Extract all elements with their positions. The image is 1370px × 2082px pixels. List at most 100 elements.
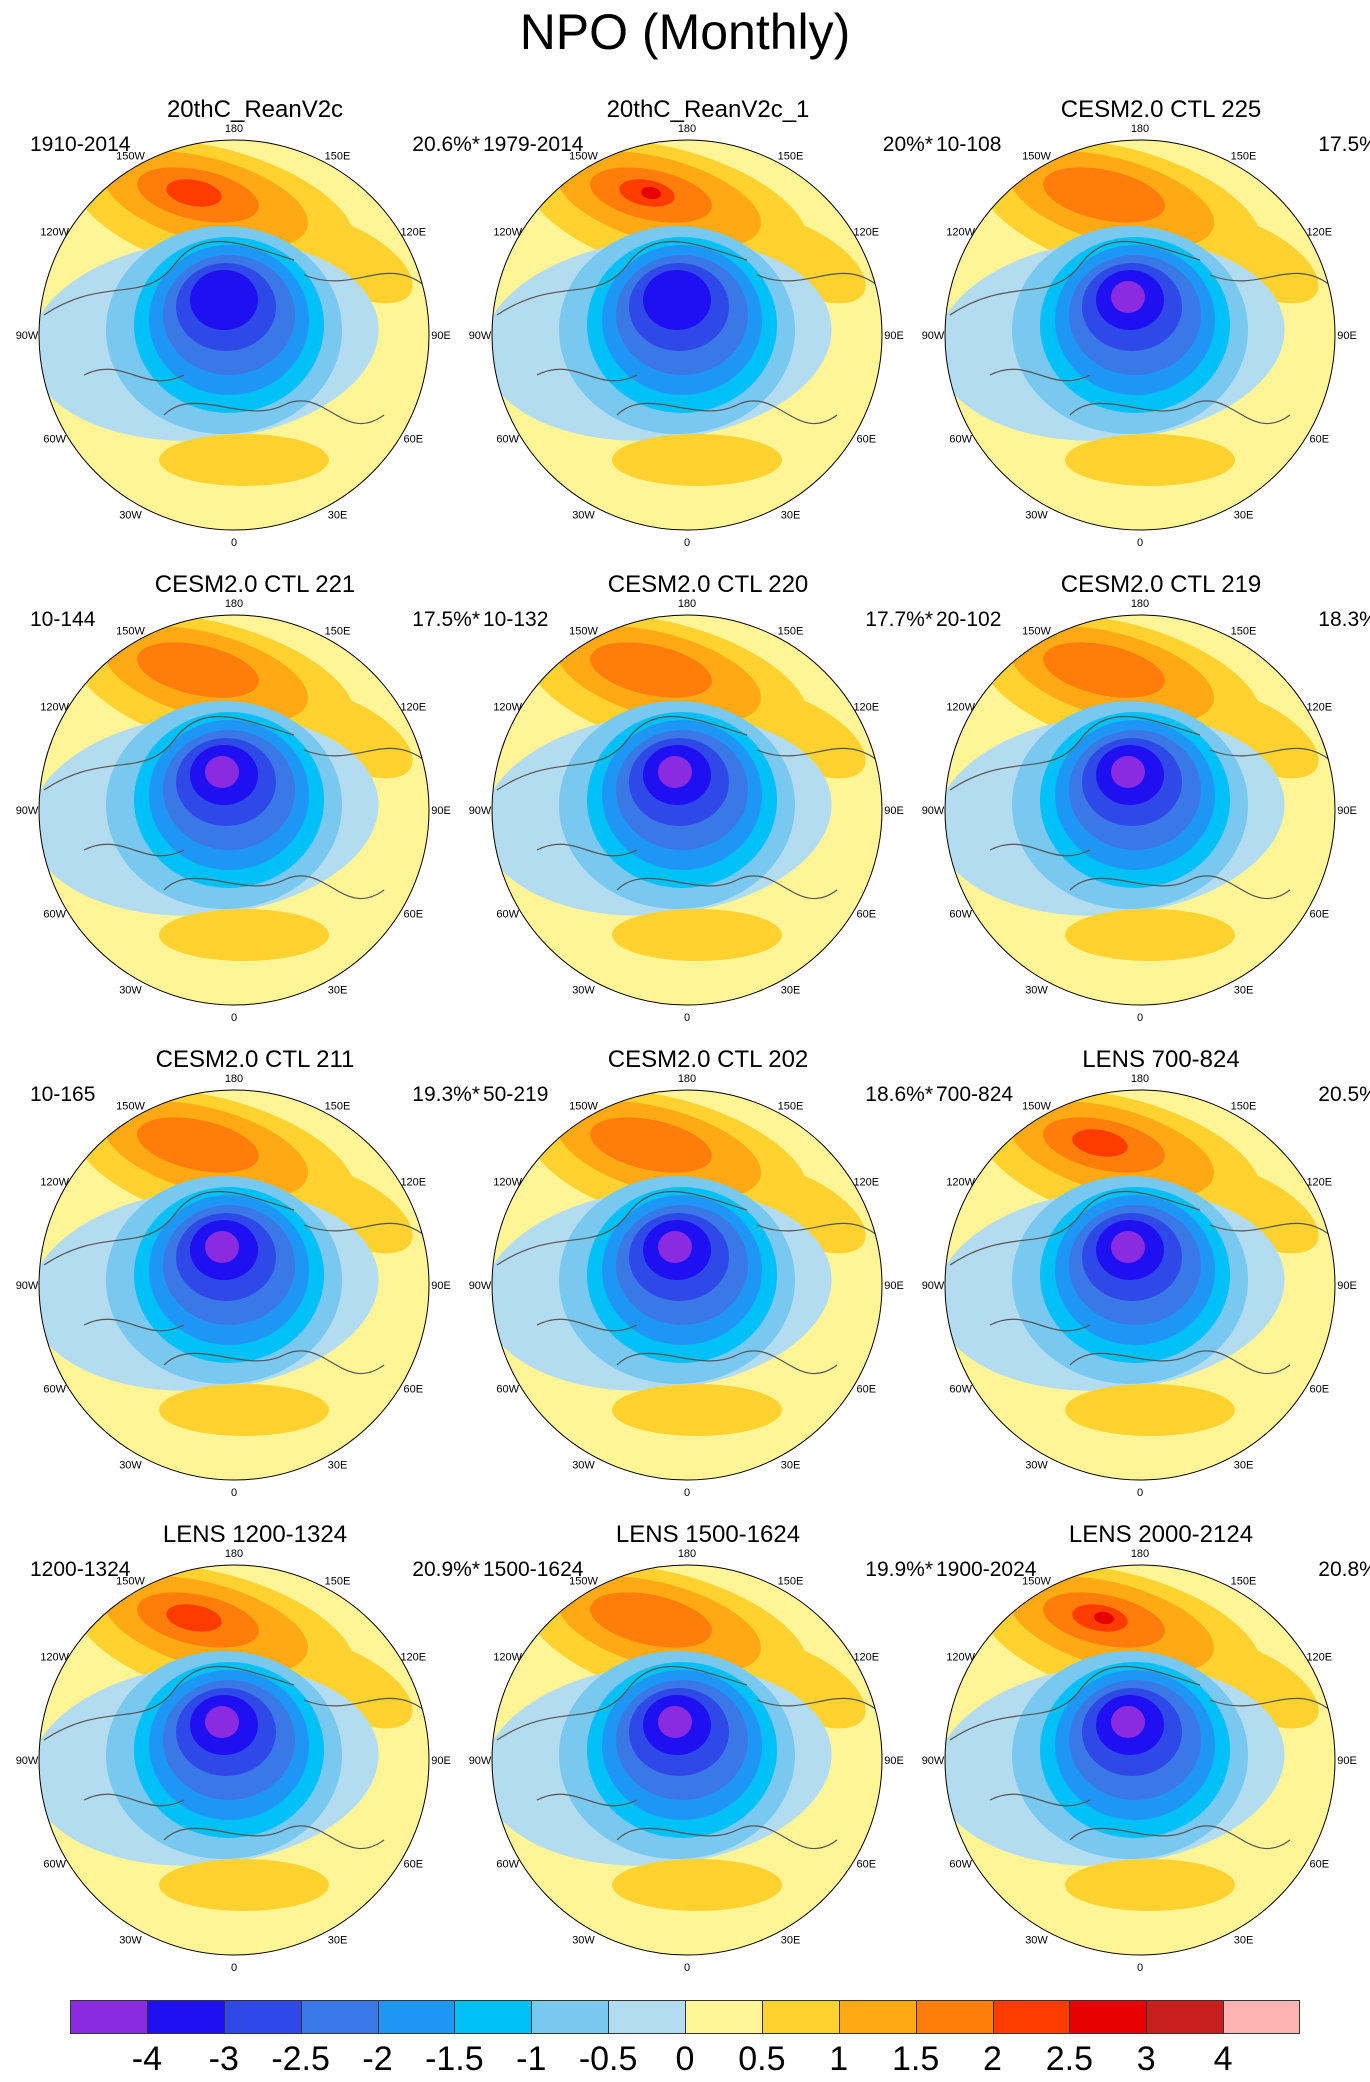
colorbar-swatch	[454, 2000, 532, 2034]
longitude-label: 30E	[1234, 1459, 1254, 1471]
panel-title: LENS 2000-2124	[1068, 1521, 1254, 1548]
arctic-negative-core	[658, 1706, 692, 1738]
longitude-label: 30W	[119, 1934, 142, 1946]
coastline	[756, 747, 878, 761]
longitude-label: 90E	[884, 1280, 904, 1292]
pacific-positive-contour	[738, 1166, 866, 1254]
longitude-label: 180	[678, 123, 696, 135]
coastline	[43, 1190, 295, 1266]
longitude-label: 30W	[119, 984, 142, 996]
pacific-positive-contour	[285, 216, 413, 304]
map-boundary	[38, 1564, 430, 1956]
colorbar-tick-label: 2	[983, 2040, 1002, 2078]
coastline	[43, 240, 295, 316]
longitude-label: 60W	[43, 909, 66, 921]
longitude-label: 0	[231, 1962, 237, 1974]
colorbar-swatch	[1069, 2000, 1147, 2034]
polar-map: 180 150E 120E 90E 60E 30E 0 30W 60W 90W 120W 150W	[922, 1073, 1357, 1499]
colorbar-tick-label: -1.5	[425, 2040, 484, 2078]
panel-period: 10-108	[936, 133, 1002, 156]
colorbar-frame	[70, 2000, 1300, 2034]
coastline	[616, 400, 838, 425]
longitude-label: 150E	[325, 1576, 351, 1588]
pacific-positive-contour	[1191, 1641, 1319, 1729]
pacific-positive-contour	[285, 1641, 413, 1729]
coastline	[496, 715, 748, 791]
colorbar-tick-label: -1	[516, 2040, 547, 2078]
map-panel: CESM2.0 CTL 220 10-132 17.7%* 180 150E 120E 90…	[469, 570, 933, 1040]
pacific-positive-contour	[738, 1641, 866, 1729]
polar-map: 180 150E 120E 90E 60E 30E 0 30W 60W 90W 120W 150W	[16, 123, 451, 549]
longitude-label: 30W	[572, 509, 595, 521]
longitude-label: 150W	[116, 1576, 145, 1588]
longitude-label: 90E	[431, 330, 451, 342]
longitude-label: 180	[225, 598, 243, 610]
coastline	[989, 1793, 1091, 1807]
panel-period: 10-144	[30, 608, 96, 631]
pacific-positive-contour	[137, 642, 259, 698]
longitude-label: 90E	[1337, 1755, 1357, 1767]
pacific-positive-contour	[285, 691, 413, 779]
longitude-label: 0	[1137, 1012, 1143, 1024]
coastline	[989, 368, 1091, 382]
longitude-label: 150W	[116, 626, 145, 638]
longitude-label: 90E	[431, 1755, 451, 1767]
longitude-label: 60W	[496, 434, 519, 446]
panel-period: 1900-2024	[936, 1558, 1037, 1581]
panel-explained-variance: 18.6%*	[865, 1083, 933, 1106]
longitude-label: 60E	[857, 1384, 877, 1396]
longitude-label: 120E	[1306, 1177, 1332, 1189]
colorbar-swatch	[531, 2000, 609, 2034]
colorbar-swatch	[685, 2000, 762, 2034]
pacific-positive-contour	[285, 1166, 413, 1254]
panel-period: 10-132	[483, 608, 549, 631]
longitude-label: 0	[231, 1487, 237, 1499]
pacific-positive-contour	[1191, 1166, 1319, 1254]
arctic-negative-contour	[643, 270, 711, 330]
map-panel: LENS 1200-1324 1200-1324 20.9%* 180 150E 120E…	[16, 1520, 480, 1990]
arctic-negative-core	[1111, 1706, 1145, 1738]
coastline	[949, 1665, 1201, 1741]
longitude-label: 150W	[569, 626, 598, 638]
map-boundary	[491, 614, 883, 1006]
coastline	[303, 747, 425, 761]
panel-title: LENS 700-824	[1082, 1046, 1240, 1073]
colorbar-tick-label: 1.5	[891, 2040, 940, 2078]
longitude-label: 60E	[857, 1859, 877, 1871]
panel-period: 20-102	[936, 608, 1002, 631]
longitude-label: 150W	[1022, 1576, 1051, 1588]
arctic-negative-core	[205, 1231, 239, 1263]
coastline	[536, 368, 638, 382]
figure-title: NPO (Monthly)	[519, 4, 851, 60]
coastline	[1069, 400, 1291, 425]
pacific-positive-contour	[137, 1117, 259, 1173]
coastline	[949, 715, 1201, 791]
panel-period: 10-165	[30, 1083, 96, 1106]
longitude-label: 150W	[1022, 1101, 1051, 1113]
map-panel: 20thC_ReanV2c_1 1979-2014 20%* 180 150E 120E 9…	[469, 95, 933, 565]
map-panel: CESM2.0 CTL 219 20-102 18.3%* 180 150E 120E 90…	[922, 570, 1370, 1040]
atlantic-positive-contour	[612, 1859, 782, 1911]
coastline	[536, 843, 638, 857]
atlantic-positive-contour	[1065, 1859, 1235, 1911]
longitude-label: 90E	[1337, 805, 1357, 817]
coastline	[1209, 1222, 1331, 1236]
panel-title: 20thC_ReanV2c	[166, 96, 344, 123]
longitude-label: 150E	[778, 1101, 804, 1113]
longitude-label: 60W	[496, 909, 519, 921]
longitude-label: 90W	[16, 1280, 39, 1292]
coastline	[83, 1318, 185, 1332]
colorbar-swatch	[608, 2000, 685, 2034]
pacific-positive-contour	[590, 1592, 712, 1648]
polar-map: 180 150E 120E 90E 60E 30E 0 30W 60W 90W 120W 150W	[469, 1073, 904, 1499]
arctic-negative-core	[1111, 1231, 1145, 1263]
longitude-label: 30W	[1025, 1934, 1048, 1946]
pacific-positive-contour	[1043, 642, 1165, 698]
longitude-label: 0	[1137, 537, 1143, 549]
arctic-negative-core	[658, 1231, 692, 1263]
panel-explained-variance: 20.9%*	[412, 1558, 480, 1581]
coastline	[163, 1350, 385, 1375]
longitude-label: 120W	[493, 1177, 522, 1189]
longitude-label: 0	[231, 537, 237, 549]
longitude-label: 150E	[325, 626, 351, 638]
